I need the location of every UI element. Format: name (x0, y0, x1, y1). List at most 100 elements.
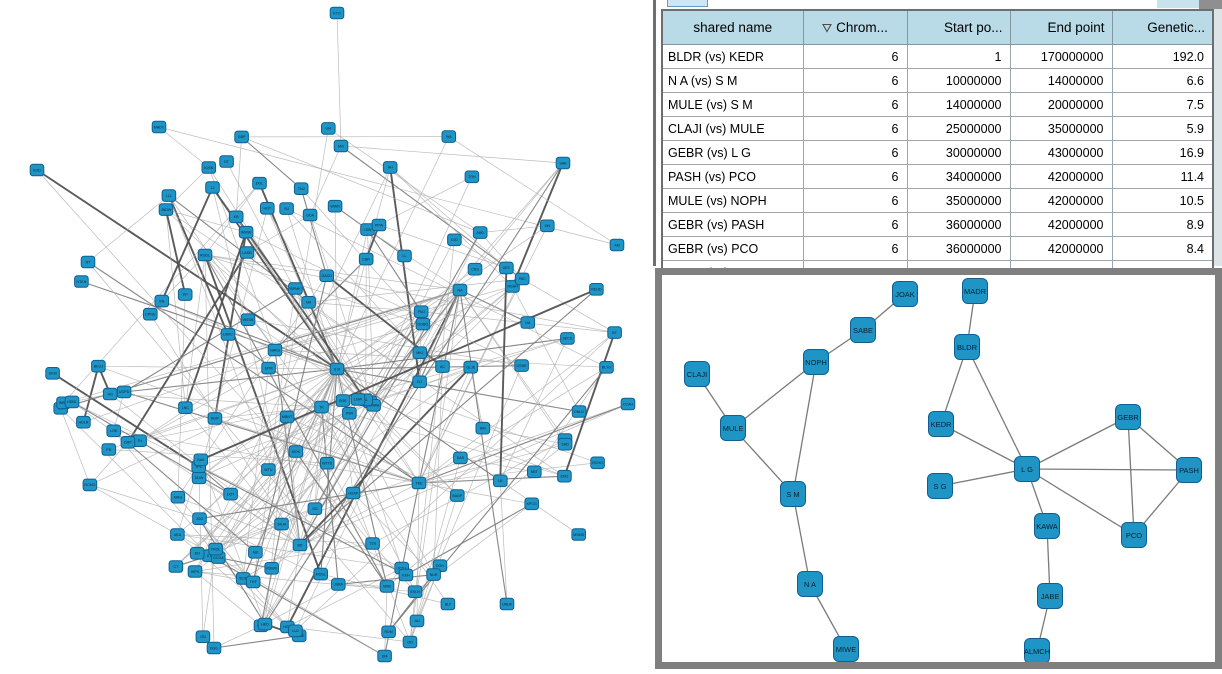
network-node[interactable]: PSR (343, 408, 357, 420)
node-NOPH[interactable]: NOPH (803, 349, 829, 375)
network-node[interactable]: HKD (258, 618, 272, 630)
network-node[interactable]: MKJ (413, 347, 427, 359)
network-node[interactable]: USKC (221, 329, 235, 341)
network-node[interactable]: LOE (107, 425, 121, 437)
scrollbar-track[interactable] (1213, 9, 1222, 266)
node-KAWA[interactable]: KAWA (1034, 513, 1060, 539)
node-JABE[interactable]: JABE (1037, 583, 1063, 609)
network-node[interactable]: WTU (262, 464, 276, 476)
network-node[interactable]: DGG (207, 642, 221, 654)
network-node[interactable]: OJD (448, 234, 462, 246)
network-node[interactable]: HOAP (346, 487, 360, 499)
network-node[interactable]: HOT (261, 203, 275, 215)
network-node[interactable]: MOK (289, 446, 303, 458)
network-node[interactable]: WTTE (320, 457, 334, 469)
network-node[interactable]: JGO (193, 513, 207, 525)
network-node[interactable]: JSRA (332, 579, 346, 591)
network-node[interactable]: MADT (152, 121, 166, 133)
network-node[interactable]: AH (383, 162, 397, 174)
network-node[interactable]: S M (330, 363, 344, 375)
network-node[interactable]: JHUH (275, 518, 289, 530)
network-node[interactable]: DH (190, 548, 204, 560)
network-node[interactable]: GACD (320, 270, 334, 282)
network-node[interactable]: BD (293, 539, 307, 551)
network-node[interactable]: SHD (558, 438, 572, 450)
network-node[interactable]: NTKN (75, 276, 89, 288)
network-node[interactable]: KJSN (202, 162, 216, 174)
network-node[interactable]: AC (436, 361, 450, 373)
network-node[interactable]: UKA (171, 529, 185, 541)
network-node[interactable]: LNC (179, 402, 193, 414)
network-node[interactable]: UKM (46, 368, 60, 380)
network-node[interactable]: LB (494, 475, 508, 487)
network-node[interactable]: RGDL (198, 249, 212, 261)
network-node[interactable]: SECS (561, 333, 575, 345)
network-node[interactable]: UBUK (500, 598, 514, 610)
network-node[interactable]: SU (280, 203, 294, 215)
network-node[interactable]: SHK (556, 157, 570, 169)
network-node[interactable]: CNS (468, 263, 482, 275)
network-node[interactable]: BT (608, 327, 622, 339)
network-node[interactable]: ON (196, 631, 210, 643)
network-node[interactable]: PMJ (414, 306, 428, 318)
network-node[interactable]: NAKS (268, 344, 282, 356)
network-node[interactable]: LUJ (289, 625, 303, 637)
network-node[interactable]: JNDW (159, 204, 173, 216)
network-node[interactable]: WESB (241, 314, 255, 326)
network-node[interactable]: BEUJ (92, 360, 106, 372)
network-node[interactable]: NH (302, 297, 316, 309)
node-KEDR[interactable]: KEDR (928, 411, 954, 437)
node-LG[interactable]: L G (1014, 456, 1040, 482)
network-node[interactable]: UEC (500, 262, 514, 274)
scrollbar-track-fragment[interactable] (1157, 0, 1199, 8)
network-node[interactable]: EKLN (408, 586, 422, 598)
network-node[interactable]: GD (308, 503, 322, 515)
network-node[interactable]: NBT (528, 466, 542, 478)
column-header-chromosome[interactable]: Chrom... (803, 10, 907, 45)
network-node[interactable]: CCAH (621, 398, 635, 410)
network-node[interactable]: BPMK (289, 283, 303, 295)
network-node[interactable]: KPCG (525, 498, 539, 510)
network-node[interactable]: BLTG (600, 362, 614, 374)
network-node[interactable]: RCHG (591, 457, 605, 469)
network-node[interactable]: ON (541, 220, 555, 232)
column-header-shared_name[interactable]: shared name (662, 10, 803, 45)
network-node[interactable]: EPM (262, 362, 276, 374)
network-node[interactable]: PD (102, 444, 116, 456)
network-node[interactable]: NMD (380, 581, 394, 593)
network-node[interactable]: GDA (303, 209, 317, 221)
network-node[interactable]: AM (610, 239, 624, 251)
network-node[interactable]: MSMD (572, 529, 586, 541)
network-node[interactable]: CBR (359, 253, 373, 265)
network-node[interactable]: CPNU (144, 308, 158, 320)
network-node[interactable]: PP (178, 289, 192, 301)
network-node[interactable]: HDLR (77, 416, 91, 428)
network-node[interactable]: NA (453, 284, 467, 296)
network-node[interactable]: DM (378, 650, 392, 662)
network-node[interactable]: HA (521, 317, 535, 329)
network-node[interactable]: LL (398, 250, 412, 262)
network-node[interactable]: AHD (473, 227, 487, 239)
network-node[interactable]: KKH (399, 569, 413, 581)
node-NA[interactable]: N A (797, 571, 823, 597)
column-header-end_point[interactable]: End point (1010, 10, 1112, 45)
network-node[interactable]: WWR (328, 200, 342, 212)
node-SM[interactable]: S M (780, 481, 806, 507)
network-node[interactable]: JAJ (410, 615, 424, 627)
network-node[interactable]: REHD (590, 284, 604, 296)
node-MIWE[interactable]: MIWE (833, 636, 859, 662)
network-node[interactable]: TNJ (294, 183, 308, 195)
node-PASH[interactable]: PASH (1176, 457, 1202, 483)
network-node[interactable]: BAGP (451, 490, 465, 502)
network-node[interactable]: BGE (336, 395, 350, 407)
network-node[interactable]: DT (220, 156, 234, 168)
node-PCO[interactable]: PCO (1121, 522, 1147, 548)
network-node[interactable]: GSHE (515, 360, 529, 372)
network-node[interactable]: UGPD (117, 386, 131, 398)
network-node[interactable]: MBNT (280, 411, 294, 423)
network-node[interactable]: CT (169, 561, 183, 573)
